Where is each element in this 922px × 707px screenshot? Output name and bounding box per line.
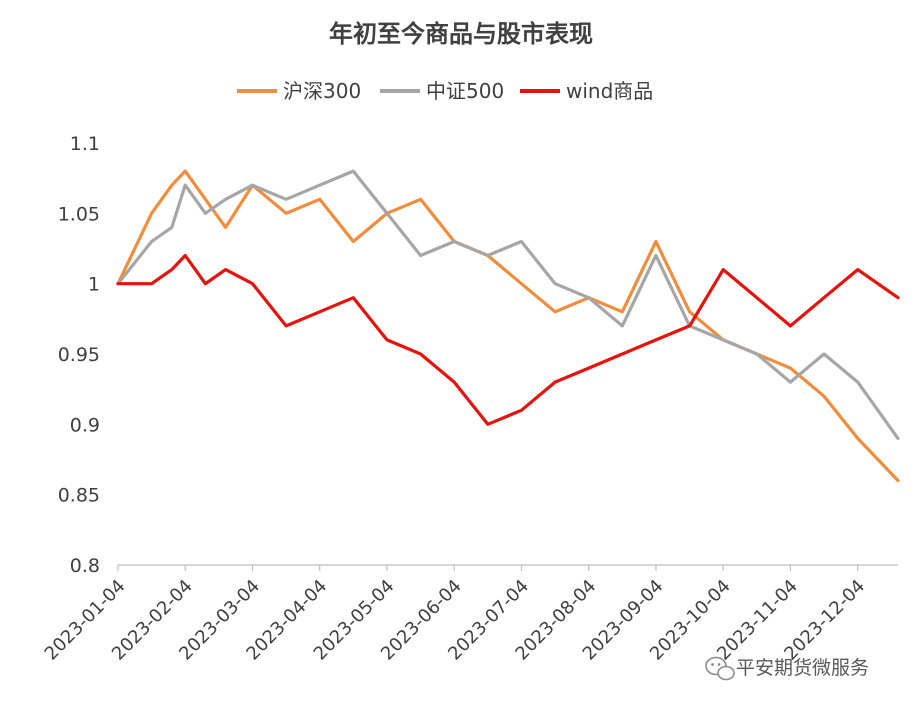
watermark: 平安期货微服务 (705, 656, 869, 681)
wechat-icon (705, 656, 735, 681)
series-line (116, 169, 900, 440)
y-tick-label: 0.85 (58, 485, 100, 507)
series-line (116, 253, 900, 426)
y-tick-label: 1 (88, 274, 100, 296)
legend: 沪深300 中证500 wind商品 (237, 79, 653, 103)
legend-label: 沪深300 (283, 79, 361, 103)
series-line (116, 169, 900, 483)
plot-lines (116, 169, 900, 483)
chart-title: 年初至今商品与股市表现 (329, 20, 593, 48)
legend-label: wind商品 (566, 79, 653, 103)
y-tick-label: 1.1 (70, 133, 100, 155)
legend-label: 中证500 (426, 79, 504, 103)
y-axis: 1.1 1.05 1 0.95 0.9 0.85 0.8 (58, 133, 100, 577)
y-tick-label: 0.8 (70, 555, 100, 577)
y-tick-label: 0.95 (58, 344, 100, 366)
y-tick-label: 0.9 (70, 414, 100, 436)
watermark-text: 平安期货微服务 (736, 657, 869, 679)
y-tick-label: 1.05 (58, 203, 100, 225)
x-axis: 2023-01-042023-02-042023-03-042023-04-04… (41, 564, 898, 665)
